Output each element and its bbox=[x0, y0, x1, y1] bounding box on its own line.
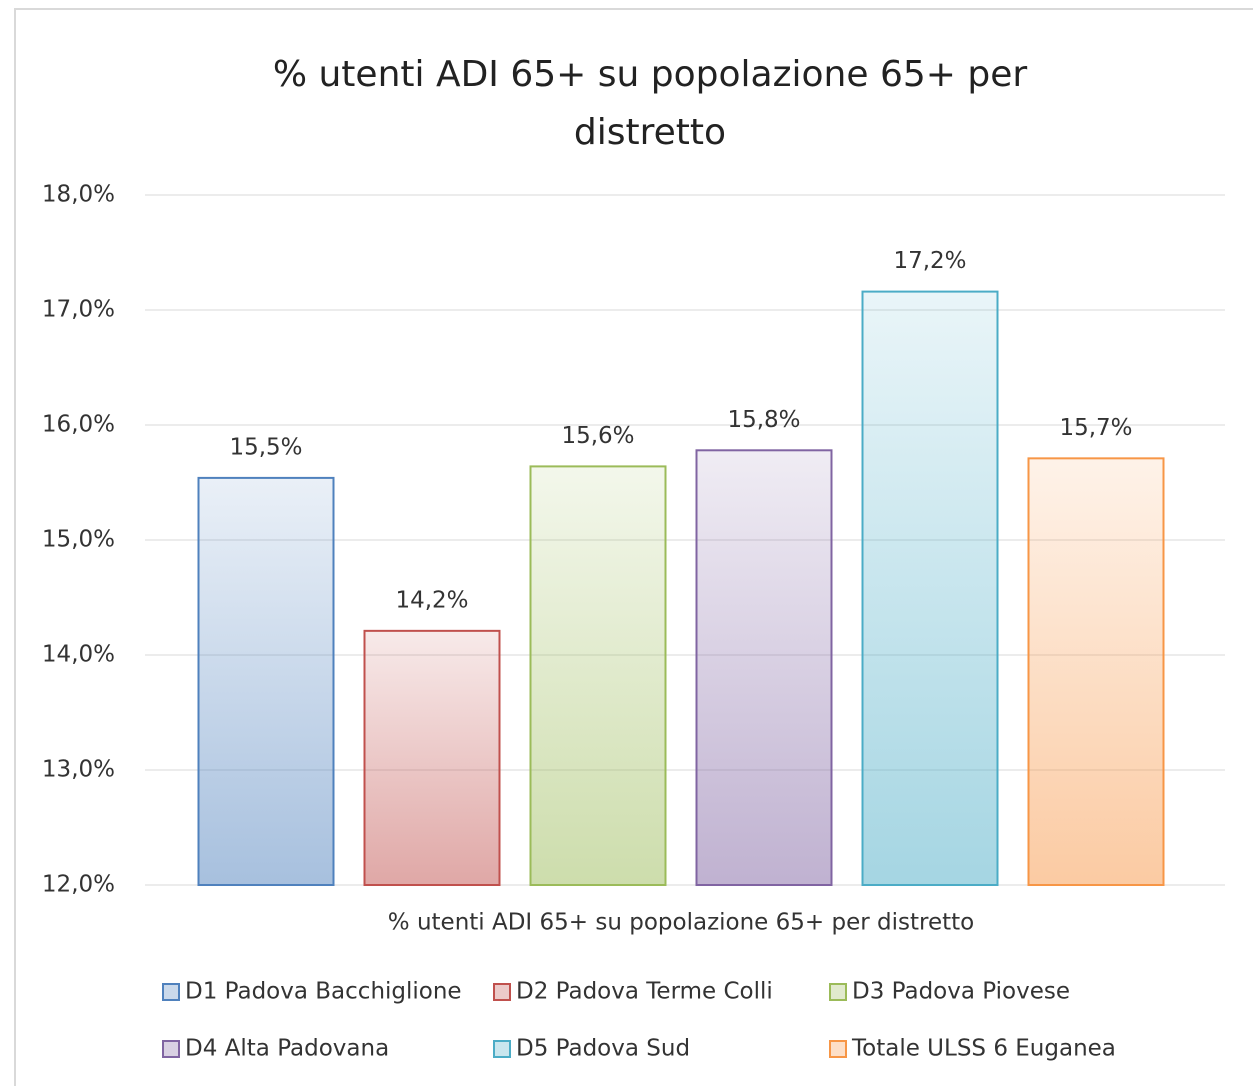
data-label: 15,5% bbox=[229, 434, 302, 460]
legend-label: D3 Padova Piovese bbox=[852, 979, 1070, 1005]
y-tick-label: 18,0% bbox=[42, 182, 115, 208]
bar bbox=[695, 449, 833, 886]
data-label: 14,2% bbox=[395, 587, 468, 613]
legend-swatch bbox=[829, 1040, 847, 1058]
chart-frame bbox=[14, 8, 1253, 1086]
legend-swatch bbox=[162, 983, 180, 1001]
bar bbox=[529, 465, 667, 886]
legend-label: D4 Alta Padovana bbox=[185, 1036, 389, 1062]
data-label: 15,8% bbox=[727, 407, 800, 433]
legend-label: Totale ULSS 6 Euganea bbox=[851, 1036, 1116, 1062]
legend-label: D1 Padova Bacchiglione bbox=[185, 979, 462, 1005]
y-tick-label: 17,0% bbox=[42, 297, 115, 323]
bar bbox=[197, 476, 335, 886]
legend-label: D5 Padova Sud bbox=[516, 1036, 690, 1062]
legend-swatch bbox=[493, 1040, 511, 1058]
bar bbox=[1027, 457, 1165, 886]
data-label: 17,2% bbox=[893, 248, 966, 274]
x-tick-label: % utenti ADI 65+ su popolazione 65+ per … bbox=[388, 910, 974, 936]
legend-swatch bbox=[162, 1040, 180, 1058]
legend-swatch bbox=[493, 983, 511, 1001]
y-tick-label: 16,0% bbox=[42, 412, 115, 438]
y-tick-label: 13,0% bbox=[42, 757, 115, 783]
data-label: 15,7% bbox=[1059, 415, 1132, 441]
bar bbox=[363, 629, 501, 886]
chart-title: % utenti ADI 65+ su popolazione 65+ per … bbox=[272, 54, 1028, 153]
data-label: 15,6% bbox=[561, 423, 634, 449]
y-tick-label: 15,0% bbox=[42, 527, 115, 553]
bar bbox=[861, 290, 999, 887]
legend-label: D2 Padova Terme Colli bbox=[516, 979, 773, 1005]
legend-swatch bbox=[829, 983, 847, 1001]
y-tick-label: 14,0% bbox=[42, 642, 115, 668]
y-tick-label: 12,0% bbox=[42, 872, 115, 898]
